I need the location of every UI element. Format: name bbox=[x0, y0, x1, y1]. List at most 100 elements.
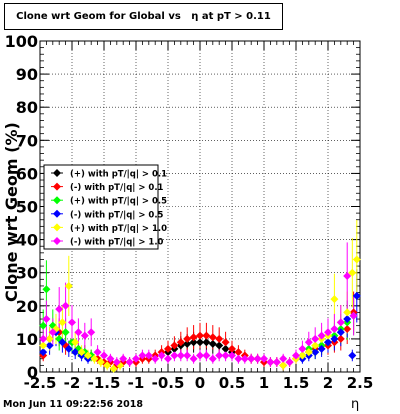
chart-title: Clone wrt Geom for Global vs η at pT > 0… bbox=[16, 11, 271, 22]
data-point-6 bbox=[343, 272, 352, 281]
data-point-6 bbox=[176, 351, 185, 360]
legend-swatch-marker bbox=[53, 169, 61, 177]
data-point-6 bbox=[119, 354, 128, 363]
x-tick-label: 2.5 bbox=[347, 374, 374, 392]
data-point-5 bbox=[77, 348, 86, 357]
data-point-6 bbox=[138, 351, 147, 360]
data-point-6 bbox=[39, 334, 48, 343]
data-point-2 bbox=[336, 334, 345, 343]
data-point-1 bbox=[183, 339, 192, 348]
data-point-2 bbox=[196, 331, 204, 340]
y-tick-label: 80 bbox=[16, 98, 38, 117]
legend-swatch-marker bbox=[53, 196, 61, 205]
legend-entry: (-) with pT/|q| > 0.1 bbox=[70, 183, 164, 193]
legend-box bbox=[43, 164, 159, 250]
data-point-6 bbox=[208, 354, 217, 363]
data-point-5 bbox=[39, 341, 48, 350]
data-point-4 bbox=[343, 315, 352, 324]
data-point-3 bbox=[39, 321, 48, 330]
data-point-1 bbox=[189, 338, 198, 347]
data-point-6 bbox=[221, 351, 230, 360]
data-point-6 bbox=[196, 351, 204, 360]
data-point-2 bbox=[202, 331, 211, 340]
y-tick-label: 50 bbox=[16, 198, 38, 217]
data-point-4 bbox=[58, 338, 67, 347]
legend-entry: (-) with pT/|q| > 1.0 bbox=[70, 238, 164, 248]
data-point-1 bbox=[215, 341, 224, 350]
x-tick-label: 0 bbox=[195, 374, 205, 392]
data-point-5 bbox=[90, 354, 99, 363]
data-point-3 bbox=[61, 328, 70, 337]
data-point-1 bbox=[196, 338, 204, 347]
data-point-5 bbox=[103, 361, 112, 370]
x-tick-label: 0.5 bbox=[219, 374, 246, 392]
data-point-6 bbox=[68, 318, 76, 327]
legend-entry: (+) with pT/|q| > 0.1 bbox=[70, 170, 167, 180]
data-point-6 bbox=[48, 328, 57, 337]
axis-ticks: -2.5 -2 -1.5 -1 -0.5 0 0.5 1 1.5 2 2.5 0 10 20 30 40 50 6… bbox=[5, 32, 374, 392]
data-points bbox=[39, 255, 361, 373]
data-point-4 bbox=[45, 341, 54, 350]
data-point-6 bbox=[324, 328, 332, 337]
data-point-5 bbox=[304, 348, 313, 357]
y-tick-label: 60 bbox=[16, 164, 38, 183]
data-point-6 bbox=[80, 331, 89, 340]
y-tick-label: 10 bbox=[16, 330, 38, 349]
data-point-4 bbox=[330, 334, 339, 343]
y-tick-label: 100 bbox=[5, 32, 38, 51]
data-point-2 bbox=[343, 324, 352, 333]
y-tick-label: 70 bbox=[16, 131, 38, 150]
data-point-6 bbox=[336, 318, 345, 327]
data-point-5 bbox=[109, 364, 118, 373]
data-point-6 bbox=[183, 351, 192, 360]
x-axis-label: η bbox=[351, 397, 360, 412]
data-point-5 bbox=[71, 338, 80, 347]
data-point-6 bbox=[132, 354, 140, 363]
data-point-5 bbox=[352, 255, 361, 264]
data-point-5 bbox=[45, 334, 54, 343]
data-point-6 bbox=[151, 354, 160, 363]
data-point-6 bbox=[215, 351, 224, 360]
data-point-6 bbox=[260, 354, 268, 363]
data-point-5 bbox=[298, 351, 307, 360]
data-point-6 bbox=[100, 351, 108, 360]
timestamp-footer: Mon Jun 11 09:22:56 2018 bbox=[3, 399, 143, 410]
data-point-1 bbox=[221, 344, 230, 353]
data-point-5 bbox=[343, 308, 352, 317]
data-point-6 bbox=[247, 354, 256, 363]
data-point-6 bbox=[125, 358, 134, 367]
data-point-2 bbox=[164, 344, 172, 353]
data-point-4 bbox=[311, 348, 320, 357]
data-point-6 bbox=[106, 354, 115, 363]
data-point-2 bbox=[183, 334, 192, 343]
data-point-1 bbox=[202, 338, 211, 347]
data-point-2 bbox=[208, 333, 217, 342]
data-point-6 bbox=[55, 305, 64, 314]
data-point-6 bbox=[74, 328, 83, 337]
x-tick-label: -1.5 bbox=[88, 374, 121, 392]
data-point-6 bbox=[87, 328, 96, 337]
data-point-6 bbox=[61, 301, 70, 310]
y-tick-label: 30 bbox=[16, 264, 38, 283]
data-point-5 bbox=[348, 268, 357, 277]
data-point-5 bbox=[330, 295, 339, 304]
y-tick-label: 40 bbox=[16, 231, 38, 250]
data-point-4 bbox=[71, 348, 80, 357]
x-tick-label: 1.5 bbox=[283, 374, 310, 392]
data-point-1 bbox=[208, 339, 217, 348]
data-point-6 bbox=[304, 338, 313, 347]
data-point-5 bbox=[279, 361, 288, 370]
x-tick-label: 2 bbox=[323, 374, 333, 392]
data-point-4 bbox=[352, 291, 361, 300]
data-point-6 bbox=[93, 348, 102, 357]
data-point-6 bbox=[292, 351, 300, 360]
data-point-6 bbox=[170, 351, 179, 360]
data-point-5 bbox=[96, 358, 105, 367]
y-tick-label: 0 bbox=[27, 363, 38, 382]
data-point-6 bbox=[311, 334, 320, 343]
legend-swatch-marker bbox=[53, 223, 61, 232]
data-point-6 bbox=[272, 358, 281, 367]
data-point-6 bbox=[349, 311, 358, 320]
data-point-4 bbox=[64, 344, 73, 353]
data-point-6 bbox=[189, 354, 198, 363]
